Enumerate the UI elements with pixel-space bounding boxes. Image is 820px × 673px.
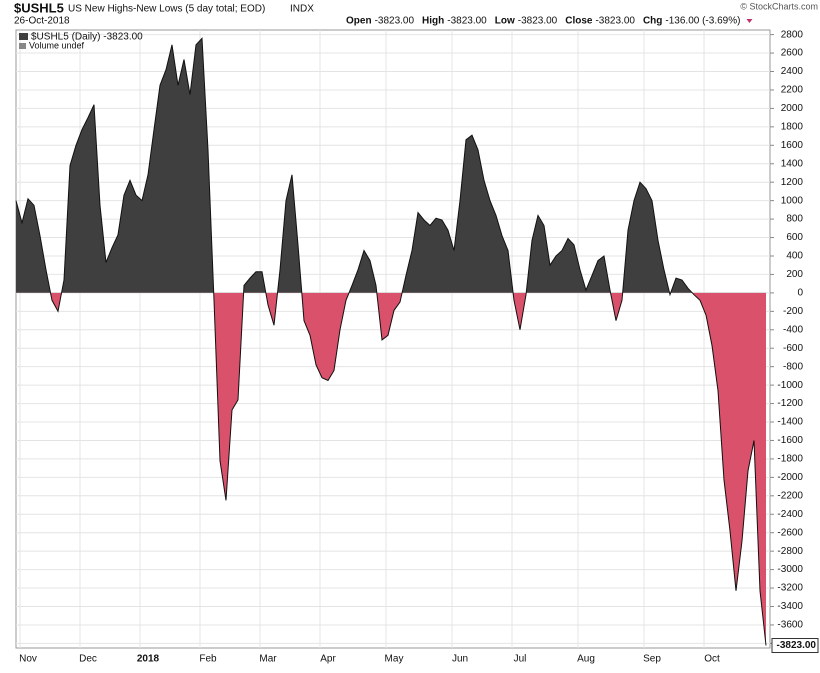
quote-value: -136.00 (-3.69%) — [665, 16, 740, 27]
y-tick-label: -2800 — [777, 546, 803, 557]
y-tick-label: -3600 — [777, 620, 803, 631]
x-tick-label: Mar — [259, 654, 277, 665]
x-tick-label: Jul — [514, 654, 527, 665]
y-tick-label: 200 — [786, 269, 803, 280]
last-value-label: -3823.00 — [777, 640, 817, 651]
positive-area — [16, 38, 693, 293]
x-tick-label: Aug — [577, 654, 595, 665]
legend-entry: Volume undef — [29, 40, 85, 50]
y-tick-label: -1600 — [777, 435, 803, 446]
x-tick-label: May — [385, 654, 404, 665]
y-tick-label: -2200 — [777, 490, 803, 501]
y-tick-label: 1400 — [781, 158, 804, 169]
negative-area — [16, 292, 767, 646]
quote-value: -3823.00 — [518, 16, 558, 27]
exchange: INDX — [290, 4, 314, 15]
x-tick-label: Apr — [320, 654, 336, 665]
down-marker — [746, 19, 753, 23]
y-tick-label: -1000 — [777, 380, 803, 391]
x-tick-label: 2018 — [137, 654, 160, 665]
quote-value: -3823.00 — [375, 16, 415, 27]
description: US New Highs-New Lows (5 day total; EOD) — [68, 4, 265, 15]
quote-label: Open — [346, 16, 372, 27]
y-tick-label: -3200 — [777, 583, 803, 594]
y-tick-label: 2000 — [781, 103, 804, 114]
legend-icon — [19, 43, 26, 49]
x-tick-label: Dec — [79, 654, 97, 665]
y-tick-label: 1800 — [781, 121, 804, 132]
y-tick-label: -200 — [783, 306, 803, 317]
quote-label: Low — [495, 16, 515, 27]
y-tick-label: -2400 — [777, 509, 803, 520]
date: 26-Oct-2018 — [14, 16, 70, 27]
y-tick-label: 0 — [797, 288, 803, 299]
x-tick-label: Oct — [704, 654, 720, 665]
y-tick-label: -400 — [783, 324, 803, 335]
x-tick-label: Sep — [643, 654, 661, 665]
credit: © StockCharts.com — [740, 1, 818, 11]
plot-frame — [15, 29, 771, 649]
x-tick-label: Feb — [199, 654, 217, 665]
y-tick-label: -3000 — [777, 564, 803, 575]
y-tick-label: 1600 — [781, 140, 804, 151]
legend-swatch — [19, 33, 28, 40]
y-tick-label: -600 — [783, 343, 803, 354]
y-tick-label: -800 — [783, 361, 803, 372]
symbol: $USHL5 — [14, 0, 64, 15]
y-tick-label: -1800 — [777, 454, 803, 465]
y-tick-label: 2800 — [781, 29, 804, 40]
y-tick-label: -2600 — [777, 527, 803, 538]
y-tick-label: 1200 — [781, 177, 804, 188]
y-tick-label: 1000 — [781, 195, 804, 206]
quote-label: High — [422, 16, 444, 27]
y-tick-label: 600 — [786, 232, 803, 243]
y-tick-label: 2200 — [781, 85, 804, 96]
y-tick-label: 2400 — [781, 66, 804, 77]
y-tick-label: -1400 — [777, 417, 803, 428]
y-tick-label: -2000 — [777, 472, 803, 483]
y-tick-label: 400 — [786, 251, 803, 262]
y-tick-label: 2600 — [781, 48, 804, 59]
line — [15, 37, 767, 646]
quote-label: Close — [565, 16, 593, 27]
quote-value: -3823.00 — [595, 16, 635, 27]
y-tick-label: -3400 — [777, 601, 803, 612]
x-tick-label: Jun — [452, 654, 468, 665]
x-tick-label: Nov — [19, 654, 37, 665]
y-tick-label: -1200 — [777, 398, 803, 409]
quote-label: Chg — [643, 16, 662, 27]
last-value-box — [771, 638, 819, 654]
legend-entry: $USHL5 (Daily) -3823.00 — [31, 32, 143, 43]
y-tick-label: 800 — [786, 214, 803, 225]
quote-value: -3823.00 — [447, 16, 487, 27]
